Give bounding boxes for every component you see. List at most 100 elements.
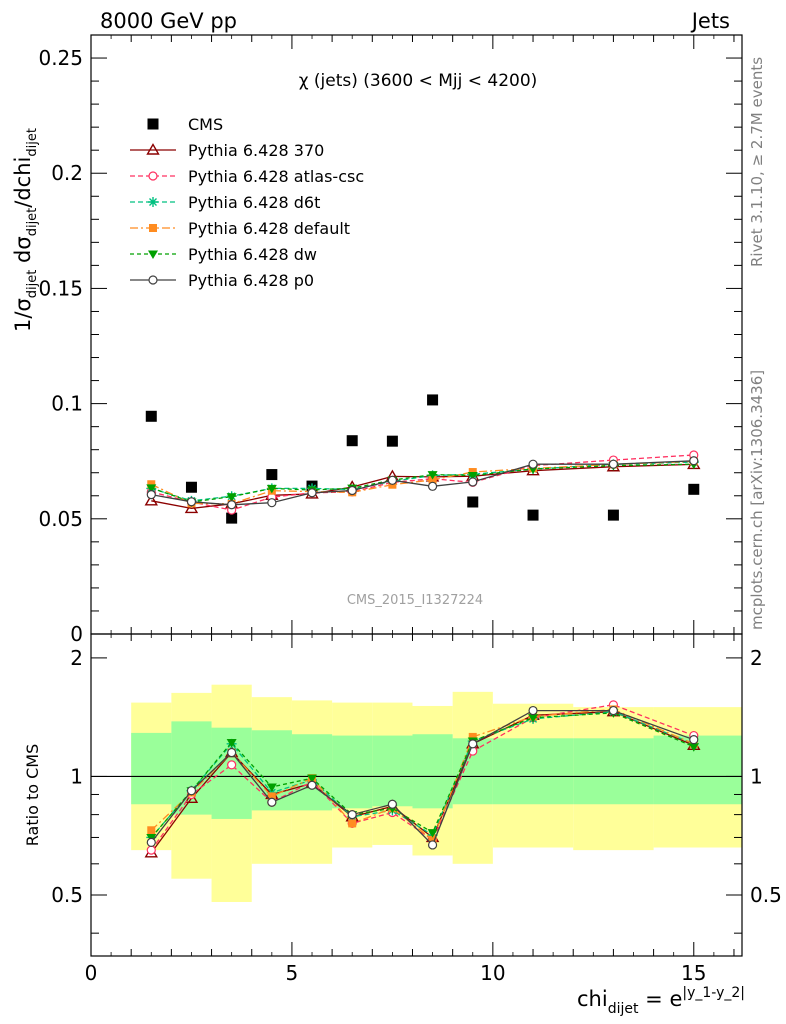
point-pythia-6-428-default bbox=[348, 819, 357, 828]
point-pythia-6-428-dw bbox=[146, 484, 157, 493]
ratio-y-tick-label: 0.5 bbox=[51, 883, 83, 907]
point-cms bbox=[467, 496, 479, 508]
ratio-y-tick-label: 2 bbox=[70, 646, 83, 670]
point-pythia-6-428-p0 bbox=[387, 475, 397, 485]
point-pythia-6-428-p0 bbox=[307, 488, 317, 498]
y-tick-label: 0.05 bbox=[38, 507, 83, 531]
point-pythia-6-428-370 bbox=[144, 493, 158, 506]
green-band-bin bbox=[131, 732, 172, 805]
legend: CMS Pythia 6.428 370 Pythia 6.428 atlas-cs… bbox=[130, 115, 364, 290]
point-pythia-6-428-p0 bbox=[267, 797, 277, 807]
rivet-version-label: Rivet 3.1.10, ≥ 2.7M events bbox=[748, 57, 766, 267]
x-label-part: chi bbox=[577, 987, 608, 1011]
point-cms bbox=[386, 435, 398, 447]
point-pythia-6-428-p0 bbox=[186, 497, 197, 507]
point-pythia-6-428-dw bbox=[688, 743, 699, 752]
point-pythia-6-428-p0 bbox=[689, 456, 699, 466]
y-tick-label: 0.15 bbox=[38, 276, 83, 300]
green-band-bin bbox=[372, 735, 413, 807]
main-y-axis-label: 1/σdijet dσdijet/dchidijet bbox=[11, 128, 40, 332]
chart-title: χ (jets) (3600 < Mjj < 4200) bbox=[299, 71, 538, 91]
point-pythia-6-428-p0 bbox=[347, 810, 357, 820]
point-cms bbox=[185, 481, 197, 493]
point-pythia-6-428-p0 bbox=[146, 837, 156, 848]
point-pythia-6-428-p0 bbox=[608, 705, 619, 716]
x-tick-label: 5 bbox=[286, 961, 299, 985]
green-band-bin bbox=[332, 735, 373, 809]
y-tick-label: 0.1 bbox=[51, 392, 83, 416]
y-label-part: dijet bbox=[25, 208, 40, 237]
point-cms bbox=[266, 469, 278, 481]
point-cms bbox=[607, 509, 619, 521]
point-cms bbox=[688, 483, 700, 495]
x-label-part: |y_1-y_2| bbox=[682, 985, 745, 1001]
point-cms bbox=[226, 512, 238, 524]
point-pythia-6-428-p0 bbox=[468, 477, 478, 487]
point-pythia-6-428-p0 bbox=[307, 780, 317, 790]
green-band-bin bbox=[573, 738, 654, 805]
legend-marker-pythia-6-428-atlas-csc bbox=[148, 171, 158, 181]
y-tick-label: 0.25 bbox=[38, 46, 83, 70]
green-band-bin bbox=[171, 721, 212, 815]
point-pythia-6-428-atlas-csc bbox=[227, 760, 237, 770]
y-label-part: 1/σ bbox=[11, 298, 35, 332]
point-pythia-6-428-default bbox=[468, 732, 477, 741]
point-pythia-6-428-p0 bbox=[146, 490, 156, 500]
legend-marker-pythia-6-428-d6t bbox=[148, 197, 158, 207]
y-label-part: dijet bbox=[25, 128, 40, 157]
energy-label: 8000 GeV pp bbox=[100, 9, 237, 33]
legend-marker-pythia-6-428-p0 bbox=[148, 275, 158, 285]
ratio-y-tick-label-right: 2 bbox=[750, 646, 763, 670]
legend-label-pythia-6-428-default: Pythia 6.428 default bbox=[188, 219, 350, 238]
point-pythia-6-428-p0 bbox=[608, 459, 619, 469]
x-tick-label: 10 bbox=[480, 961, 505, 985]
x-label-part: dijet bbox=[608, 1001, 639, 1017]
point-pythia-6-428-dw bbox=[266, 783, 277, 793]
point-pythia-6-428-dw bbox=[467, 471, 478, 481]
series-line-pythia-6-428-atlas-csc bbox=[150, 704, 695, 851]
point-cms bbox=[145, 410, 157, 422]
point-pythia-6-428-dw bbox=[266, 484, 277, 494]
x-label-part: = e bbox=[639, 987, 683, 1011]
x-tick-label: 15 bbox=[681, 961, 706, 985]
series-line-pythia-6-428-d6t bbox=[150, 711, 695, 838]
legend-label-pythia-6-428-d6t: Pythia 6.428 d6t bbox=[188, 193, 320, 212]
y-tick-label: 0 bbox=[70, 622, 83, 646]
point-pythia-6-428-dw bbox=[307, 774, 318, 784]
ratio-y-axis-label: Ratio to CMS bbox=[23, 744, 42, 846]
point-pythia-6-428-p0 bbox=[347, 485, 357, 496]
series-line-pythia-6-428-dw bbox=[151, 463, 694, 503]
point-pythia-6-428-p0 bbox=[468, 739, 478, 749]
point-pythia-6-428-p0 bbox=[267, 498, 277, 508]
point-pythia-6-428-p0 bbox=[186, 786, 197, 796]
point-pythia-6-428-dw bbox=[226, 738, 237, 748]
ratio-y-tick-label: 1 bbox=[70, 764, 83, 788]
legend-label-pythia-6-428-370: Pythia 6.428 370 bbox=[188, 141, 324, 160]
point-pythia-6-428-dw bbox=[528, 714, 539, 723]
point-pythia-6-428-p0 bbox=[427, 840, 438, 850]
green-band-bin bbox=[412, 734, 453, 809]
legend-marker-pythia-6-428-default bbox=[149, 224, 157, 232]
y-tick-label: 0.2 bbox=[51, 161, 83, 185]
point-pythia-6-428-p0 bbox=[689, 735, 699, 745]
process-label: Jets bbox=[690, 9, 730, 33]
point-pythia-6-428-p0 bbox=[387, 799, 397, 809]
point-pythia-6-428-atlas-csc bbox=[146, 845, 156, 855]
x-tick-label: 0 bbox=[85, 961, 98, 985]
legend-label-pythia-6-428-atlas-csc: Pythia 6.428 atlas-csc bbox=[188, 167, 364, 186]
y-label-part: dijet bbox=[25, 270, 40, 299]
legend-marker-pythia-6-428-dw bbox=[148, 250, 158, 259]
point-pythia-6-428-default bbox=[428, 475, 437, 484]
green-band-bin bbox=[291, 734, 333, 811]
point-pythia-6-428-dw bbox=[226, 493, 237, 502]
ratio-y-tick-label-right: 0.5 bbox=[750, 883, 782, 907]
ratio-y-tick-label-right: 1 bbox=[750, 764, 763, 788]
series-line-pythia-6-428-default bbox=[151, 460, 694, 505]
point-pythia-6-428-default bbox=[147, 480, 156, 489]
point-pythia-6-428-p0 bbox=[528, 705, 538, 716]
series-line-pythia-6-428-370 bbox=[150, 711, 695, 854]
point-pythia-6-428-dw bbox=[427, 471, 438, 480]
mcplots-label: mcplots.cern.ch [arXiv:1306.3436] bbox=[748, 370, 766, 630]
point-pythia-6-428-p0 bbox=[227, 747, 237, 758]
